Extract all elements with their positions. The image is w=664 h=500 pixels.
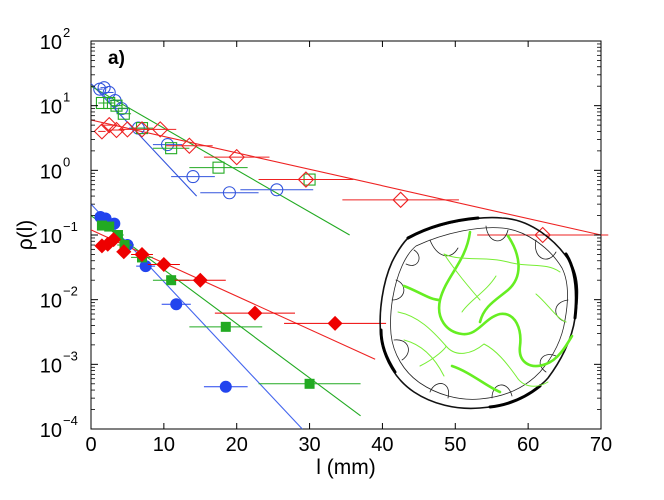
- data-point: [110, 99, 123, 112]
- data-point: [392, 191, 409, 209]
- inset-boundary-thick: [379, 216, 578, 409]
- data-point: [103, 96, 116, 110]
- y-tick-label-exponent: 1: [63, 90, 70, 105]
- data-point: [119, 121, 136, 138]
- axis-ticks: [90, 40, 602, 430]
- x-tick-labels: 0 10 20 30 40 50 60 70: [85, 434, 612, 456]
- data-markers: [93, 81, 609, 393]
- y-tick-label-base: 10: [40, 291, 62, 313]
- inset-edge-loops: [391, 225, 569, 399]
- x-tick-label: 40: [371, 434, 393, 456]
- data-point: [186, 170, 200, 184]
- data-point: [165, 142, 178, 155]
- y-tick-label-exponent: 2: [63, 25, 70, 40]
- data-point: [112, 230, 123, 240]
- y-tick-label-exponent: −2: [63, 284, 78, 299]
- x-tick-label: 20: [226, 434, 248, 456]
- data-point: [228, 148, 245, 166]
- data-point: [220, 321, 231, 332]
- y-tick-label-base: 10: [40, 97, 62, 119]
- panel-label: a): [108, 48, 125, 69]
- y-tick-label-base: 10: [40, 355, 62, 377]
- data-point: [170, 298, 183, 311]
- data-point: [297, 171, 315, 188]
- data-point: [133, 121, 151, 138]
- y-tick-label-base: 10: [40, 161, 62, 183]
- inset-network-thin: [397, 253, 567, 387]
- data-point: [93, 123, 111, 140]
- data-point: [106, 232, 122, 248]
- data-point: [160, 138, 175, 152]
- data-point: [222, 186, 236, 200]
- y-axis-title: ρ(l): [14, 220, 37, 251]
- data-point: [117, 107, 130, 120]
- data-point: [100, 116, 118, 134]
- x-tick-label: 70: [590, 434, 612, 456]
- data-point: [192, 272, 208, 288]
- fit-line-2: [90, 119, 602, 236]
- y-tick-label-base: 10: [40, 226, 62, 248]
- x-axis-title: l (mm): [316, 456, 375, 479]
- data-point: [270, 183, 284, 197]
- y-tick-label-exponent: −3: [63, 348, 78, 363]
- inset-network-thick: [402, 230, 574, 394]
- data-point: [212, 161, 225, 174]
- fit-line-0: [90, 83, 198, 197]
- data-point: [304, 378, 315, 389]
- data-point: [156, 256, 172, 272]
- data-point: [116, 244, 132, 260]
- data-point: [119, 240, 130, 251]
- data-point: [97, 81, 111, 95]
- inset-crack-network: [379, 216, 579, 410]
- y-tick-label-exponent: 0: [63, 154, 70, 169]
- x-tick-label: 0: [85, 434, 96, 456]
- x-tick-label: 50: [444, 434, 466, 456]
- data-point: [96, 220, 107, 231]
- data-point: [219, 380, 232, 393]
- fit-lines: [90, 83, 602, 430]
- data-point: [327, 315, 343, 331]
- y-tick-label-exponent: −1: [63, 219, 78, 234]
- fit-line-4: [90, 215, 361, 417]
- data-point: [166, 275, 177, 286]
- x-tick-label: 60: [517, 434, 539, 456]
- fit-line-1: [90, 85, 350, 236]
- y-tick-label-exponent: −4: [63, 413, 78, 428]
- data-point: [139, 260, 152, 273]
- data-point: [104, 221, 115, 232]
- x-tick-label: 10: [153, 434, 175, 456]
- data-point: [134, 246, 150, 262]
- data-point: [181, 137, 198, 155]
- data-point: [151, 121, 169, 138]
- data-point: [247, 305, 263, 321]
- y-tick-label-base: 10: [40, 420, 62, 442]
- inset-inner-boundary: [390, 227, 569, 400]
- x-tick-label: 30: [298, 434, 320, 456]
- y-tick-label-base: 10: [40, 32, 62, 54]
- data-point: [534, 226, 551, 244]
